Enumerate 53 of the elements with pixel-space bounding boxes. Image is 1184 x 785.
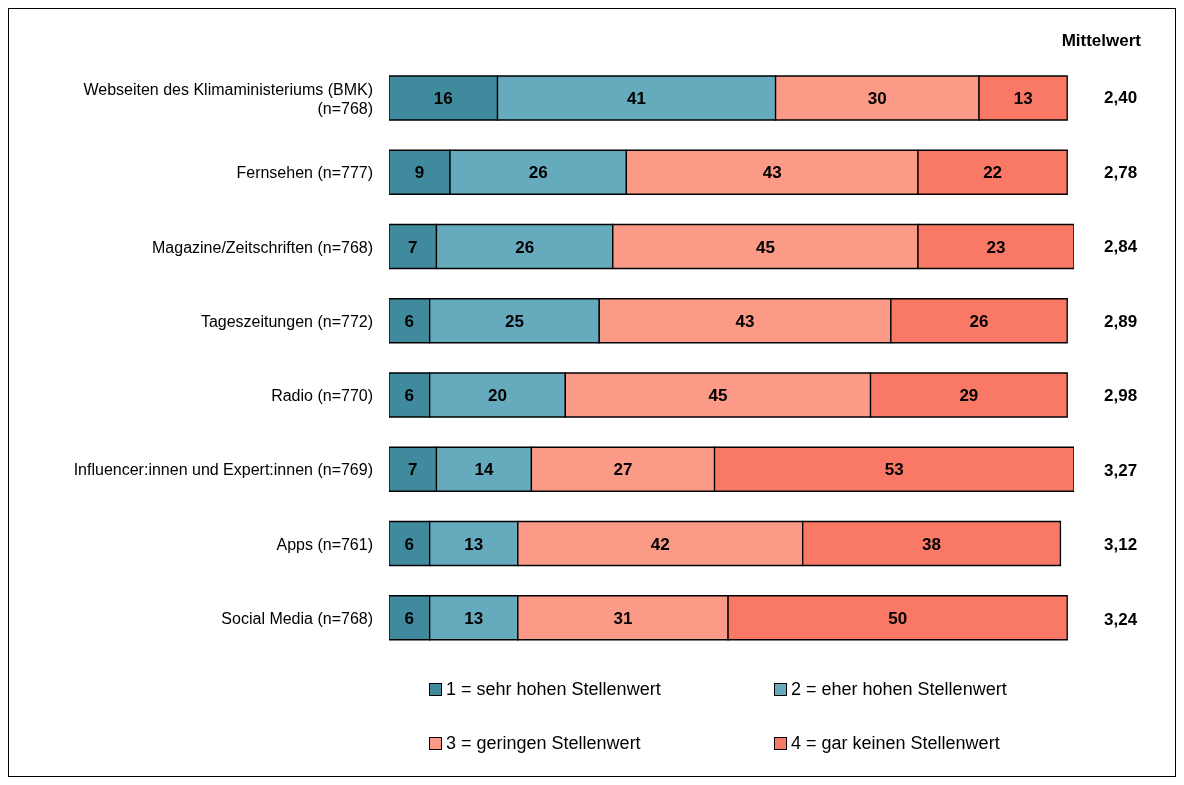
data-label: 9 <box>414 163 425 183</box>
y-tick-label: Magazine/Zeitschriften (n=768) <box>152 238 373 256</box>
data-label: 41 <box>627 89 647 109</box>
data-label: 7 <box>408 460 418 480</box>
data-label: 30 <box>867 89 887 109</box>
data-label: 43 <box>735 311 755 331</box>
y-tick-label: Webseiten des Klimaministeriums (BMK) (n=768) <box>83 80 373 117</box>
data-label: 13 <box>1013 89 1033 109</box>
data-label: 6 <box>404 608 415 628</box>
data-label: 45 <box>755 237 775 257</box>
data-label: 6 <box>404 534 415 554</box>
y-tick-label: Tageszeitungen (n=772) <box>200 312 373 330</box>
y-tick-label: Influencer:innen und Expert:innen (n=769) <box>73 460 373 478</box>
data-label: 13 <box>464 608 484 628</box>
text: 2,78 <box>1104 161 1138 184</box>
data-label: 45 <box>708 386 728 406</box>
data-label: 25 <box>505 311 524 331</box>
text: 2,40 <box>1104 87 1138 110</box>
data-label: 29 <box>959 386 979 406</box>
data-label: 6 <box>404 386 415 406</box>
data-label: 23 <box>986 237 1006 257</box>
data-label: 13 <box>464 534 484 554</box>
data-label: 6 <box>404 311 415 331</box>
text: 3,12 <box>1104 534 1138 557</box>
y-tick-label: Apps (n=761) <box>276 535 373 553</box>
data-label: 50 <box>888 608 908 628</box>
y-tick-label: Fernsehen (n=777) <box>236 163 373 181</box>
data-label: 26 <box>528 163 548 183</box>
y-tick-label: Social Media (n=768) <box>221 609 373 627</box>
data-label: 26 <box>969 311 989 331</box>
data-label: 14 <box>474 460 494 480</box>
text: 3,24 <box>1104 608 1138 631</box>
data-label: 7 <box>408 237 418 257</box>
data-label: 31 <box>613 608 633 628</box>
data-label: 26 <box>515 237 535 257</box>
legend-label: 3 = geringen Stellenwert <box>446 732 641 754</box>
text: 3,27 <box>1104 459 1138 482</box>
data-label: 16 <box>433 89 453 109</box>
text: 2,84 <box>1104 236 1138 259</box>
text: Mittelwert <box>1061 31 1141 51</box>
y-tick-label: Radio (n=770) <box>271 386 373 404</box>
legend-label: 2 = eher hohen Stellenwert <box>791 678 1007 700</box>
data-label: 27 <box>613 460 633 480</box>
data-label: 42 <box>650 534 670 554</box>
data-label: 53 <box>884 460 904 480</box>
data-label: 43 <box>762 163 782 183</box>
data-label: 22 <box>983 163 1003 183</box>
data-label: 20 <box>488 386 507 406</box>
legend-label: 1 = sehr hohen Stellenwert <box>446 678 661 700</box>
data-label: 38 <box>922 534 942 554</box>
text: 2,89 <box>1104 310 1138 333</box>
text: 2,98 <box>1104 385 1138 408</box>
legend-label: 4 = gar keinen Stellenwert <box>791 732 1000 754</box>
